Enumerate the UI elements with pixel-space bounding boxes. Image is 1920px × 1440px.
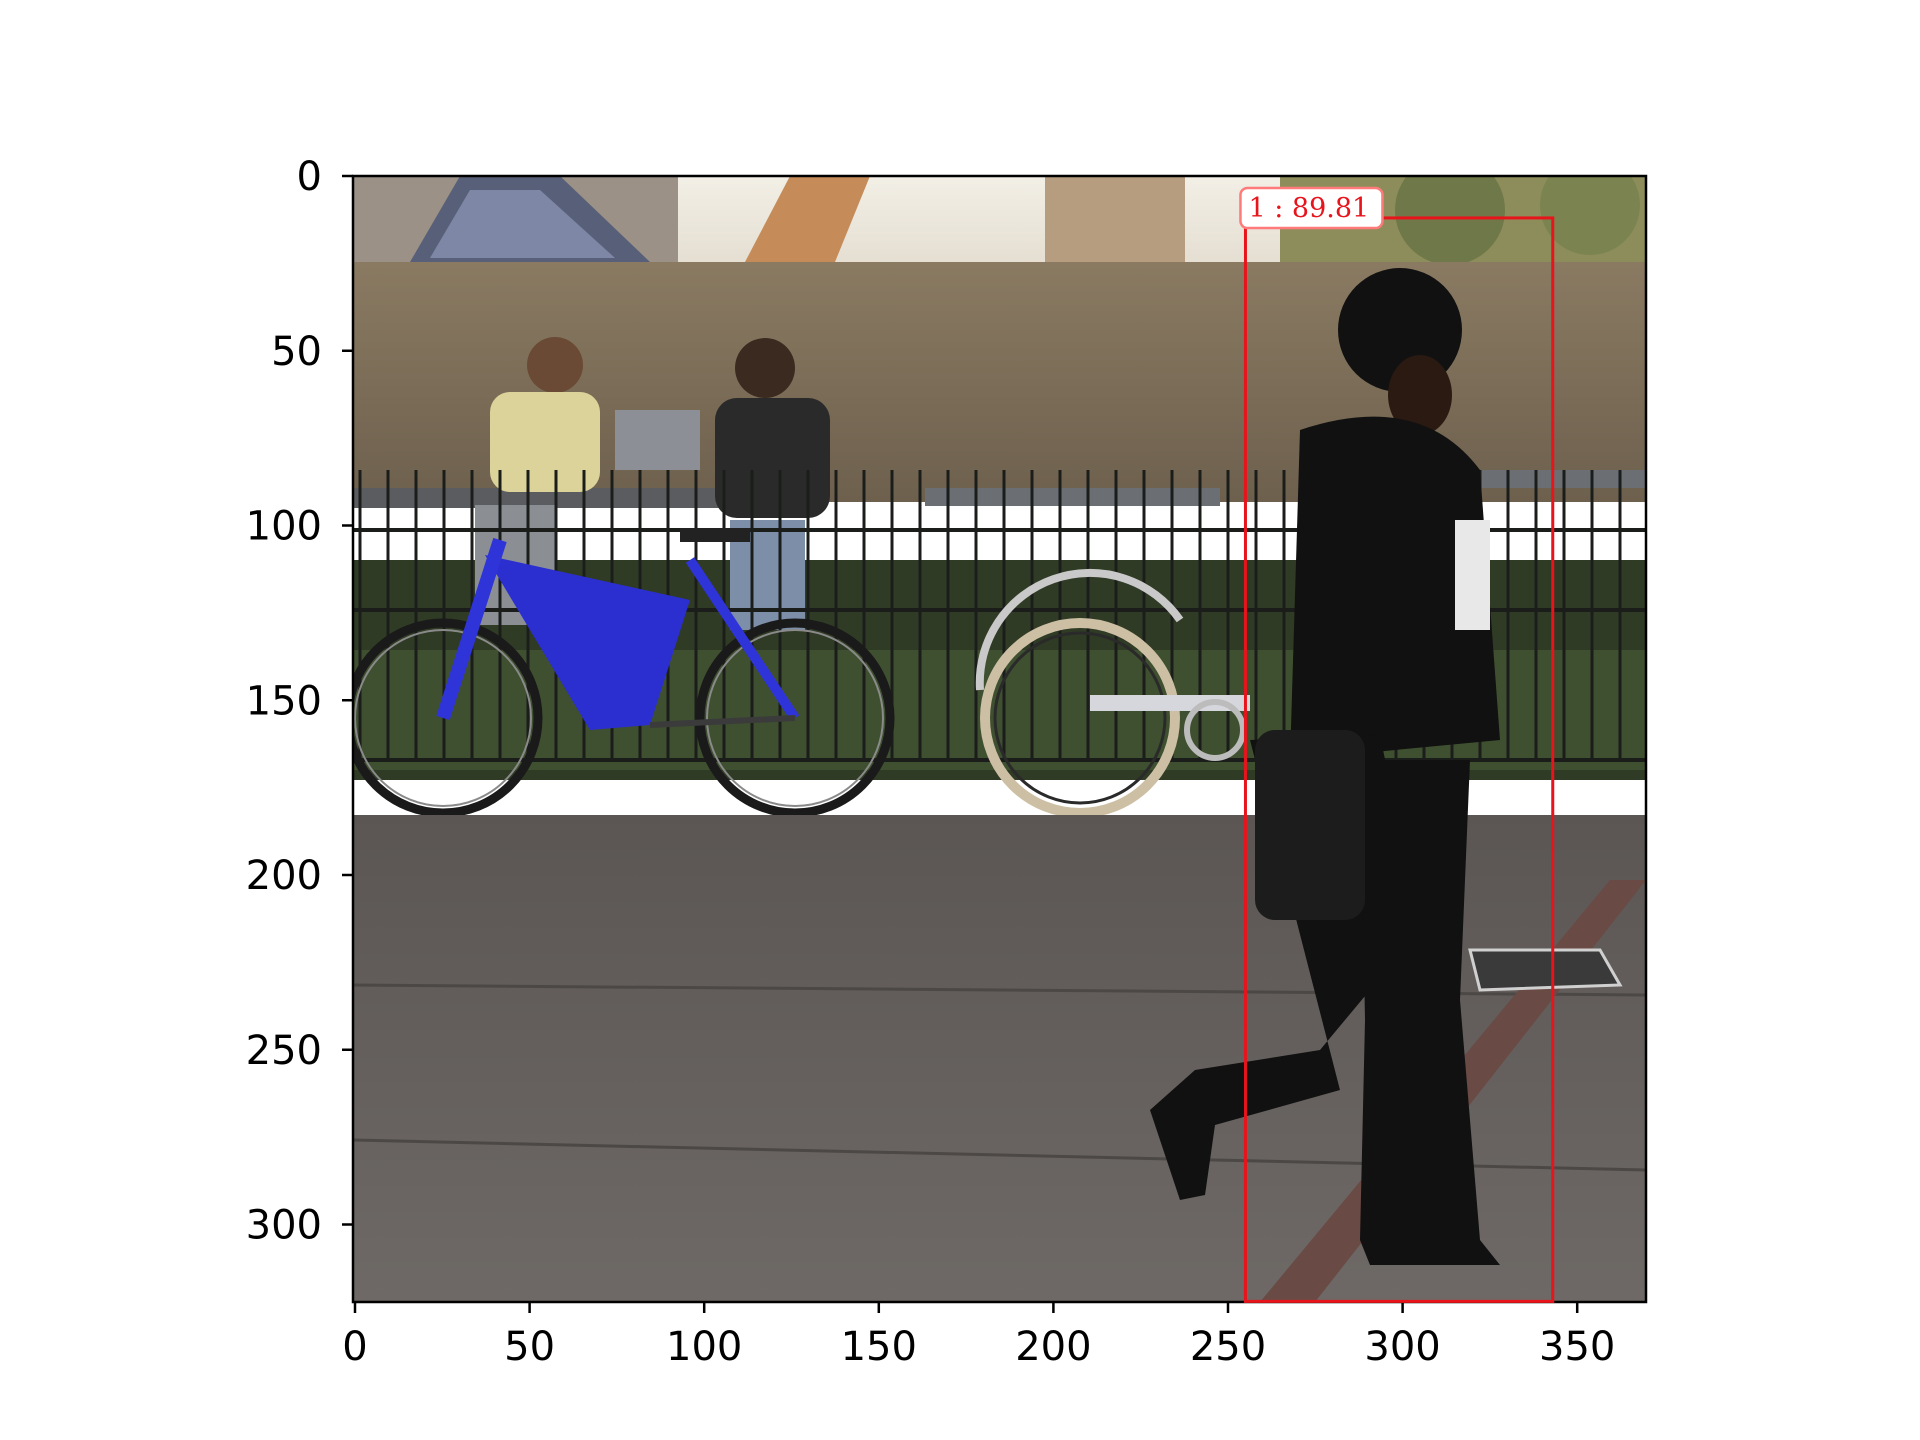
drain-grate [1468,948,1623,992]
tree-clump [1395,176,1505,265]
photo [353,176,1646,1302]
x-tick-label: 50 [504,1324,555,1370]
y-tick-label: 300 [246,1203,322,1249]
x-tick-label: 250 [1190,1324,1266,1370]
y-tick-label: 200 [246,853,322,899]
detection-label: 1 : 89.81 [1248,193,1369,224]
laptop [615,410,700,470]
blue-bicycle [353,528,895,818]
stairs [745,176,870,262]
detection-box [1243,216,1555,1303]
roof-glass [430,190,615,258]
y-tick-label: 100 [246,504,322,550]
x-tick-label: 350 [1539,1324,1615,1370]
y-tick-label: 150 [246,678,322,724]
x-tick-label: 300 [1364,1324,1440,1370]
y-tick-label: 250 [246,1028,322,1074]
x-tick-label: 150 [841,1324,917,1370]
y-axis: 0 50 100 150 200 250 300 [246,154,353,1249]
y-tick-label: 0 [297,154,322,200]
table [925,488,1220,506]
x-axis: 0 50 100 150 200 250 300 350 [342,1302,1615,1370]
silver-bicycle [975,568,1250,818]
tree-clump [1540,176,1640,255]
detection-label-background [1239,186,1384,230]
detection: 1 : 89.81 [1239,186,1555,1303]
x-tick-label: 200 [1015,1324,1091,1370]
walking-woman [1150,268,1500,1265]
x-tick-label: 0 [342,1324,367,1370]
y-tick-label: 50 [271,329,322,375]
pillar [1045,176,1185,272]
axes-frame [351,174,1648,1304]
x-tick-label: 100 [666,1324,742,1370]
